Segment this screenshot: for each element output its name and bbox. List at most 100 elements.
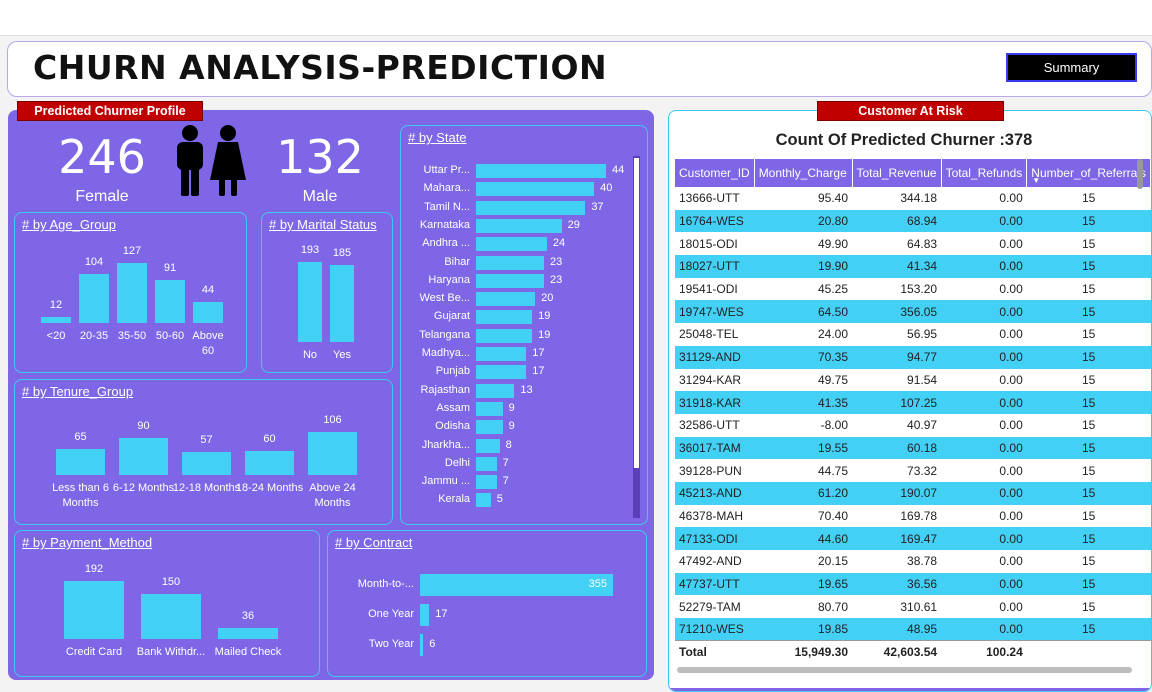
state-bar[interactable] [476,200,586,215]
tenure-group-bar[interactable] [308,432,357,475]
state-bar[interactable] [476,365,527,380]
state-value-label: 23 [549,273,563,286]
state-bar[interactable] [476,255,544,270]
state-bar[interactable] [476,164,606,178]
table-row[interactable]: 19747-WES 64.50 356.05 0.00 15 [675,300,1151,324]
age-group-value-label: 12 [49,299,63,312]
col-monthly-charge[interactable]: Monthly_Charge [754,159,853,187]
table-cell: 70.40 [817,508,848,523]
col-total-refunds[interactable]: Total_Refunds [941,159,1028,187]
col-number-of-referrals-label: Number_of_Referrals [1031,166,1146,180]
table-total-cell: Total [675,640,755,663]
age-group-value-label: 127 [122,245,142,257]
table-cell: 36017-TAM [675,436,755,460]
table-row[interactable]: 18027-UTT 19.90 41.34 0.00 15 [675,255,1151,278]
table-row[interactable]: 47492-AND 20.15 38.78 0.00 15 [675,550,1151,573]
marital-status-bar[interactable] [330,265,354,342]
table-row[interactable]: 39128-PUN 44.75 73.32 0.00 15 [675,459,1151,482]
age-group-bar[interactable] [41,317,71,323]
state-bar[interactable] [476,347,527,361]
table-cell: 15 [1026,209,1151,233]
marital-status-bar[interactable] [298,262,322,342]
payment-method-bar[interactable] [64,581,124,639]
male-count: 132 [276,130,364,184]
state-scrollbar-thumb[interactable] [634,158,639,468]
state-bar[interactable] [476,383,515,398]
table-row[interactable]: 13666-UTT 95.40 344.18 0.00 15 [675,187,1151,210]
table-row[interactable]: 31129-AND 70.35 94.77 0.00 15 [675,345,1151,369]
marital-status-category-label: No [302,349,318,361]
payment-method-bar[interactable] [218,628,278,639]
state-category-label: Punjab [435,365,470,378]
table-row[interactable]: 47133-ODI 44.60 169.47 0.00 15 [675,527,1151,550]
sort-desc-icon[interactable]: ▼ [1032,176,1041,185]
table-total-row: Total 15,949.30 42,603.54 100.24 [675,640,1151,663]
contract-bar[interactable] [420,574,613,596]
col-total-revenue[interactable]: Total_Revenue [852,159,942,187]
col-number-of-referrals[interactable]: Number_of_Referrals ▼ [1026,159,1151,187]
state-value-label: 20 [541,292,554,305]
table-row[interactable]: 18015-ODI 49.90 64.83 0.00 15 [675,232,1151,255]
state-bar[interactable] [476,292,536,307]
table-row[interactable]: 36017-TAM 19.55 60.18 0.00 15 [675,436,1151,460]
state-bar[interactable] [476,475,497,490]
table-row[interactable]: 19541-ODI 45.25 153.20 0.00 15 [675,278,1151,301]
state-value-label: 29 [567,218,580,231]
state-bar[interactable] [476,182,595,197]
payment-method-bar[interactable] [141,593,201,639]
state-bar[interactable] [476,401,503,416]
state-category-label: Karnataka [419,218,470,231]
table-cell: 56.95 [907,327,938,342]
state-bar[interactable] [476,218,562,233]
title-bar: CHURN ANALYSIS-PREDICTION Summary [7,41,1152,97]
state-scrollbar-track[interactable] [633,156,640,518]
table-row[interactable]: 47737-UTT 19.65 36.56 0.00 15 [675,572,1151,596]
table-cell: 190.07 [852,481,942,505]
table-cell: 20.80 [754,209,852,233]
table-row[interactable]: 31918-KAR 41.35 107.25 0.00 15 [675,391,1151,414]
state-bar[interactable] [476,493,491,508]
table-row[interactable]: 52279-TAM 80.70 310.61 0.00 15 [675,595,1151,618]
state-bar[interactable] [476,438,500,453]
contract-bar[interactable] [420,634,424,656]
age-group-bar[interactable] [155,280,185,323]
table-cell: 15 [1026,436,1151,460]
table-row[interactable]: 46378-MAH 70.40 169.78 0.00 15 [675,505,1151,528]
state-bar[interactable] [476,456,497,471]
contract-bar[interactable] [420,604,430,626]
tenure-group-bar[interactable] [56,448,105,475]
contract-value-label: 17 [435,608,448,620]
table-cell: 107.25 [852,391,942,414]
table-horizontal-scrollbar[interactable] [677,667,1132,673]
table-cell: 0.00 [999,508,1023,523]
table-row[interactable]: 16764-WES 20.80 68.94 0.00 15 [675,209,1151,233]
age-group-category-label: <20 [46,330,66,342]
state-bar[interactable] [476,328,533,343]
tenure-group-bar[interactable] [119,438,168,475]
summary-button[interactable]: Summary [1006,53,1137,82]
age-group-bar[interactable] [79,273,109,323]
table-cell: 15 [1026,300,1151,324]
state-bar[interactable] [476,420,503,435]
state-value-label: 19 [538,328,551,341]
table-row[interactable]: 32586-UTT -8.00 40.97 0.00 15 [675,414,1151,437]
table-row[interactable]: 71210-WES 19.85 48.95 0.00 15 [675,618,1151,641]
age-group-bar[interactable] [193,302,223,323]
tenure-group-bar[interactable] [245,450,294,475]
col-customer-id[interactable]: Customer_ID [675,159,755,187]
table-row[interactable]: 45213-AND 61.20 190.07 0.00 15 [675,481,1151,505]
age-group-bar[interactable] [117,263,147,323]
male-label: Male [302,188,338,205]
table-cell: 15 [1026,527,1151,550]
state-bar[interactable] [476,273,544,288]
table-vertical-scrollbar[interactable] [1137,159,1143,189]
payment-method-title: # by Payment_Method [22,535,153,550]
table-cell: 32586-UTT [679,418,740,433]
state-bar[interactable] [476,310,533,325]
table-row[interactable]: 31294-KAR 49.75 91.54 0.00 15 [675,369,1151,392]
age-group-category-label: 20-35 [79,330,109,342]
tenure-group-bar[interactable] [182,451,231,475]
table-row[interactable]: 25048-TEL 24.00 56.95 0.00 15 [675,323,1151,346]
state-bar[interactable] [476,237,547,252]
table-cell: 15 [1026,255,1151,278]
